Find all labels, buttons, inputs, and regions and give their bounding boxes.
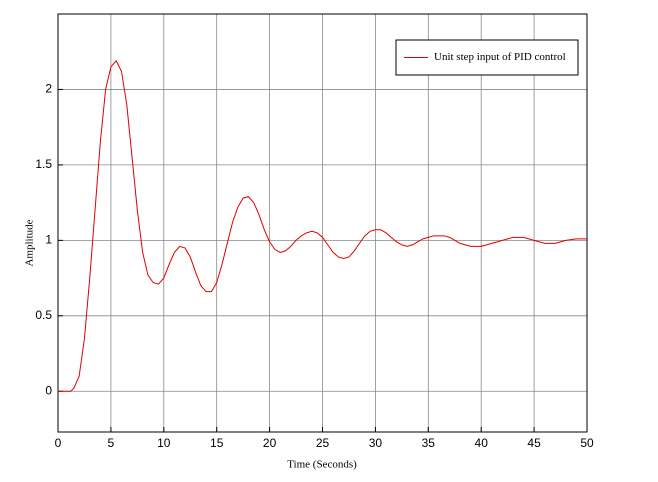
plot-frame (57, 13, 588, 433)
x-tick-label: 15 (210, 436, 224, 450)
x-tick-label: 35 (422, 436, 436, 450)
y-tick-label: 0.5 (35, 308, 52, 322)
x-tick-label: 10 (157, 436, 171, 450)
x-tick-label: 50 (580, 436, 594, 450)
y-tick-label: 1 (45, 233, 52, 247)
data-line (58, 59, 587, 392)
x-tick-label: 5 (108, 436, 115, 450)
x-tick-label: 20 (263, 436, 277, 450)
x-axis-label: Time (Seconds) (287, 459, 357, 471)
x-tick-label: 0 (55, 436, 62, 450)
y-tick-label: 2 (45, 82, 52, 96)
x-tick-label: 30 (369, 436, 383, 450)
legend-label: Unit step input of PID control (434, 51, 566, 63)
y-tick-label: 0 (45, 383, 52, 397)
x-tick-label: 45 (527, 436, 541, 450)
x-tick-label: 40 (475, 436, 489, 450)
x-tick-label: 25 (316, 436, 330, 450)
y-tick-label: 1.5 (35, 157, 52, 171)
y-axis-label: Amplitude (24, 219, 36, 266)
